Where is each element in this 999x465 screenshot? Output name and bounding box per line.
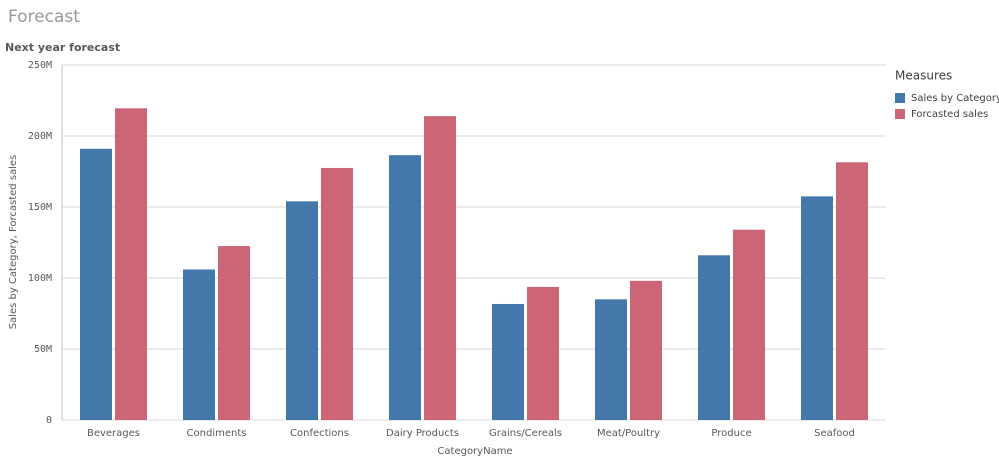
- legend-label: Forcasted sales: [911, 109, 988, 120]
- chart-title: Next year forecast: [5, 41, 120, 54]
- bar: [183, 269, 215, 420]
- legend-title: Measures: [895, 69, 952, 83]
- x-tick-label: Condiments: [187, 428, 247, 439]
- bar: [836, 162, 868, 420]
- bar: [389, 155, 421, 421]
- bar: [492, 303, 524, 420]
- x-tick-label: Confections: [290, 428, 349, 439]
- legend-label: Sales by Category: [911, 93, 999, 104]
- x-tick-label: Meat/Poultry: [597, 428, 660, 439]
- x-tick-label: Beverages: [87, 428, 140, 439]
- x-tick-label: Seafood: [814, 428, 855, 439]
- bar: [698, 255, 730, 420]
- x-tick-label: Dairy Products: [386, 428, 459, 439]
- y-tick-label: 250M: [28, 60, 52, 71]
- bar: [286, 201, 318, 420]
- legend-swatch: [895, 109, 905, 119]
- bar: [595, 299, 627, 420]
- y-tick-label: 100M: [28, 273, 52, 284]
- x-tick-label: Produce: [711, 428, 751, 439]
- page-title: Forecast: [8, 7, 80, 27]
- y-tick-label: 200M: [28, 131, 52, 142]
- bar: [115, 108, 147, 420]
- bar: [733, 229, 765, 420]
- bar: [801, 196, 833, 420]
- y-axis-title: Sales by Category, Forcasted sales: [8, 155, 19, 330]
- y-tick-label: 50M: [34, 344, 52, 355]
- x-tick-label: Grains/Cereals: [489, 428, 562, 439]
- legend-swatch: [895, 93, 905, 103]
- bar: [630, 280, 662, 420]
- bar: [218, 246, 250, 420]
- bar: [527, 286, 559, 420]
- y-tick-label: 0: [46, 415, 52, 426]
- bar: [321, 167, 353, 420]
- bar: [424, 116, 456, 421]
- y-tick-label: 150M: [28, 202, 52, 213]
- bar: [80, 148, 112, 420]
- x-axis-title: CategoryName: [437, 446, 512, 457]
